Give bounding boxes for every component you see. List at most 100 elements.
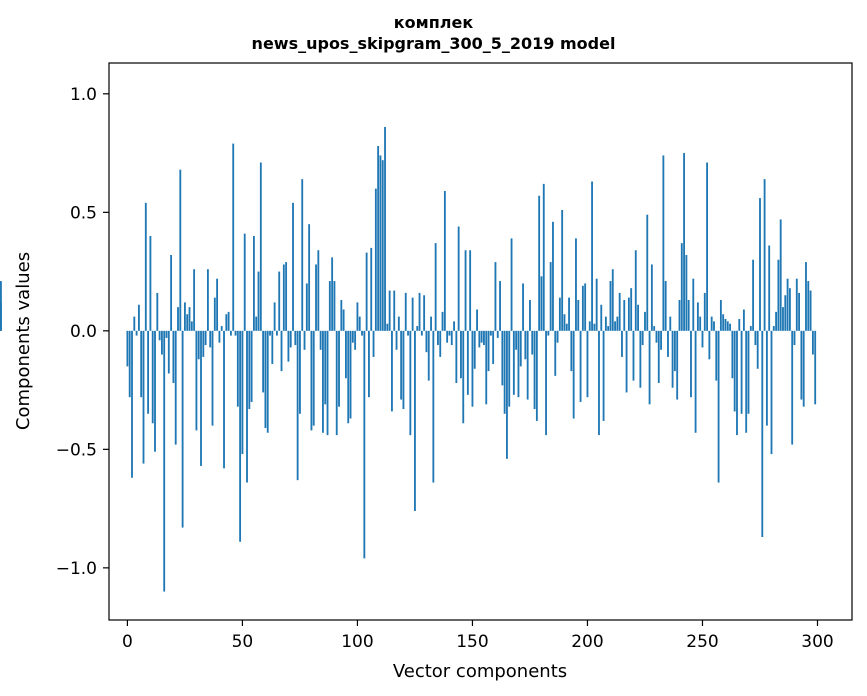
bar — [487, 330, 490, 372]
bar — [135, 330, 138, 336]
bar — [420, 330, 423, 336]
bar — [149, 236, 152, 331]
bar — [545, 330, 547, 436]
bar — [407, 330, 409, 336]
bar — [197, 330, 200, 360]
bar — [558, 297, 561, 331]
bar — [347, 330, 350, 424]
bar — [370, 247, 373, 331]
bar — [581, 285, 584, 331]
bar — [457, 226, 460, 331]
bar — [188, 307, 191, 331]
bar — [131, 330, 133, 478]
bar — [186, 314, 189, 331]
bar — [427, 330, 430, 381]
bar — [322, 330, 324, 433]
bar — [294, 330, 297, 346]
bar — [733, 330, 736, 412]
bar — [549, 262, 552, 331]
bar — [499, 281, 501, 331]
bar — [450, 330, 453, 346]
bar — [312, 330, 315, 426]
bar — [460, 330, 462, 379]
bar — [621, 330, 623, 357]
bar — [227, 311, 230, 331]
bar — [531, 330, 534, 355]
bar — [301, 179, 304, 331]
chart-title-line-1: комплек — [393, 13, 474, 32]
bar — [747, 330, 750, 414]
bar — [340, 300, 343, 331]
bar — [193, 269, 196, 331]
bar — [259, 162, 262, 331]
bar — [696, 302, 699, 331]
bar — [437, 330, 439, 346]
bar — [317, 250, 320, 331]
bar — [708, 330, 711, 360]
bar — [623, 300, 626, 331]
bar — [137, 304, 140, 331]
bar — [561, 209, 564, 331]
bar — [423, 295, 426, 331]
bar — [814, 330, 817, 405]
bar — [156, 292, 159, 331]
bar — [351, 330, 354, 343]
bar — [595, 278, 598, 331]
chart-title: комплек news_upos_skipgram_300_5_2019 mo… — [0, 12, 867, 54]
bar — [292, 202, 294, 331]
bar — [802, 330, 805, 407]
chart-title-line-2: news_upos_skipgram_300_5_2019 model — [251, 34, 616, 53]
bar — [404, 292, 407, 331]
bar — [768, 245, 771, 331]
bar — [632, 330, 635, 381]
bar — [211, 330, 214, 426]
bar — [738, 318, 741, 331]
x-tick-label: 100 — [341, 632, 373, 652]
bar — [234, 330, 237, 336]
bar — [586, 330, 589, 398]
bar — [724, 318, 727, 331]
bar — [485, 330, 488, 405]
bar — [471, 330, 474, 407]
bar — [469, 250, 472, 331]
bar — [788, 288, 791, 331]
bar — [271, 330, 274, 365]
bar — [699, 316, 702, 331]
bar — [660, 330, 662, 350]
bar — [770, 330, 773, 455]
x-tick-label: 200 — [571, 632, 603, 652]
bar — [669, 316, 672, 331]
bar — [591, 181, 593, 331]
bar — [363, 330, 366, 559]
bar — [694, 330, 697, 433]
bar — [243, 233, 246, 331]
bar — [540, 276, 543, 331]
bar — [278, 271, 281, 331]
bar — [409, 330, 412, 436]
bar — [736, 330, 738, 436]
bar — [600, 304, 603, 331]
bar — [489, 330, 492, 336]
bar — [239, 330, 242, 542]
bar — [795, 278, 798, 331]
bar — [637, 304, 639, 331]
bar — [241, 330, 244, 455]
bar — [269, 330, 271, 336]
x-tick-label: 250 — [686, 632, 718, 652]
bar — [575, 238, 577, 331]
bar — [782, 307, 784, 331]
bar — [144, 202, 147, 331]
bar — [598, 330, 600, 436]
bar — [172, 330, 175, 383]
bar — [257, 271, 260, 331]
bar — [200, 330, 202, 466]
bar — [140, 330, 143, 398]
bar — [568, 297, 570, 331]
bar — [167, 330, 170, 374]
bar — [494, 262, 497, 331]
bar — [517, 330, 520, 398]
bar — [202, 330, 205, 357]
bar — [671, 330, 674, 388]
bar — [384, 127, 386, 331]
